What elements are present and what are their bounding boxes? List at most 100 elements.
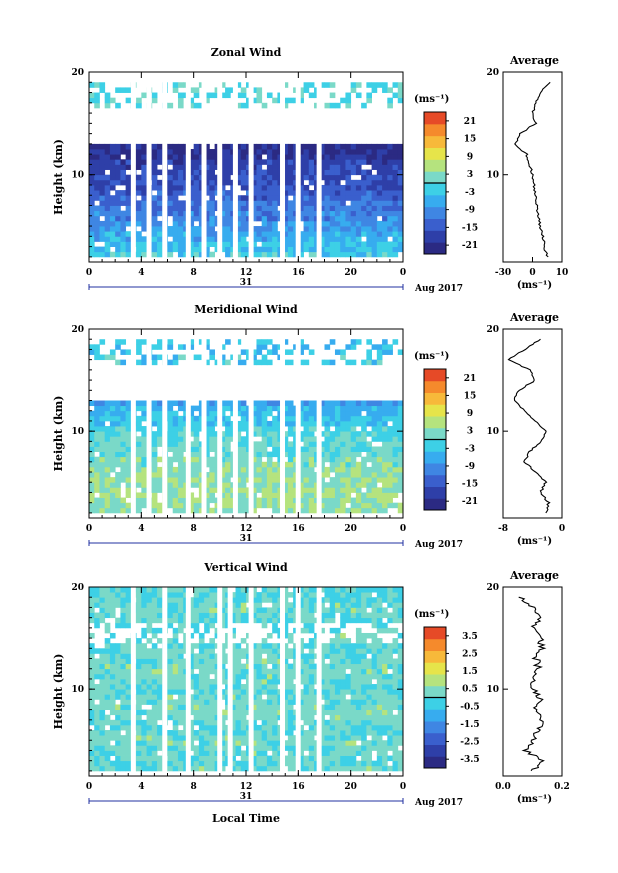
heatmap-cell — [235, 730, 242, 736]
heatmap-cell — [261, 226, 268, 232]
heatmap-cell — [350, 653, 357, 659]
heatmap-cell — [287, 174, 294, 181]
heatmap-cell — [251, 400, 257, 407]
heatmap-cell — [376, 472, 383, 478]
heatmap-cell — [198, 730, 205, 736]
heatmap-cell — [266, 190, 273, 196]
heatmap-cell — [272, 169, 278, 176]
heatmap-cell — [188, 241, 195, 247]
heatmap-cell — [251, 750, 257, 756]
heatmap-cell — [235, 653, 242, 659]
heatmap-cell — [298, 668, 304, 675]
heatmap-cell — [334, 184, 341, 191]
heatmap-cell — [104, 405, 111, 412]
heatmap-cell — [340, 607, 346, 613]
heatmap-cell — [198, 643, 205, 649]
heatmap-cell — [167, 668, 174, 675]
heatmap-cell — [188, 215, 195, 222]
heatmap-cell — [209, 92, 215, 99]
heatmap-cell — [188, 477, 195, 483]
heatmap-cell — [141, 215, 147, 222]
heatmap-cell — [261, 169, 268, 176]
heatmap-cell — [120, 648, 127, 654]
heatmap-cell — [397, 643, 404, 649]
heatmap-cell — [298, 149, 304, 155]
heatmap-cell — [261, 420, 268, 427]
heatmap-cell — [225, 339, 231, 345]
heatmap-cell — [104, 456, 111, 463]
heatmap-cell — [397, 668, 404, 675]
heatmap-cell — [251, 169, 257, 176]
heatmap-cell — [298, 740, 304, 746]
heatmap-cell — [177, 627, 184, 634]
heatmap-cell — [109, 643, 116, 649]
heatmap-cell — [167, 456, 174, 463]
heatmap-cell — [167, 477, 174, 483]
colorbar-segment — [424, 627, 446, 640]
heatmap-cell — [141, 466, 147, 473]
heatmap-cell — [172, 750, 179, 756]
heatmap-cell — [308, 82, 315, 88]
heatmap-cell — [240, 719, 247, 726]
heatmap-cell — [387, 159, 393, 165]
heatmap-cell — [287, 507, 294, 514]
heatmap-cell — [157, 184, 163, 191]
heatmap-cell — [345, 492, 352, 498]
heatmap-cell — [376, 668, 383, 675]
heatmap-cell — [392, 241, 399, 247]
heatmap-cell — [204, 231, 210, 237]
heatmap-cell — [151, 179, 158, 186]
heatmap-cell — [355, 339, 362, 345]
heatmap-cell — [329, 477, 336, 483]
heatmap-cell — [282, 587, 289, 593]
heatmap-cell — [125, 477, 132, 483]
heatmap-cell — [99, 415, 106, 422]
heatmap-cell — [345, 410, 352, 417]
heatmap-cell — [240, 154, 247, 160]
heatmap-cell — [120, 653, 127, 659]
heatmap-cell — [99, 400, 106, 407]
heatmap-cell — [287, 159, 294, 165]
heatmap-cell — [387, 97, 393, 104]
heatmap-cell — [298, 200, 304, 206]
heatmap-cell — [287, 760, 294, 767]
heatmap-cell — [261, 477, 268, 483]
heatmap-cell — [172, 184, 179, 191]
heatmap-cell — [141, 200, 147, 206]
heatmap-cell — [125, 451, 132, 458]
heatmap-cell — [188, 420, 195, 427]
heatmap-cell — [261, 339, 268, 345]
heatmap-cell — [272, 765, 278, 772]
heatmap-cell — [371, 684, 378, 690]
heatmap-cell — [157, 426, 163, 432]
heatmap-cell — [308, 592, 315, 598]
heatmap-cell — [99, 673, 106, 680]
heatmap-cell — [104, 704, 111, 710]
heatmap-cell — [272, 755, 278, 762]
heatmap-cell — [282, 597, 289, 603]
heatmap-cell — [371, 231, 378, 237]
heatmap-cell — [209, 617, 215, 624]
heatmap-cell — [125, 689, 132, 695]
heatmap-cell — [366, 215, 372, 222]
heatmap-cell — [219, 410, 226, 417]
heatmap-cell — [387, 210, 393, 217]
heatmap-cell — [334, 169, 341, 176]
heatmap-cell — [167, 179, 174, 186]
heatmap-cell — [177, 643, 184, 649]
colorbar-tick-label: -9 — [465, 206, 475, 216]
heatmap-cell — [366, 97, 372, 104]
heatmap-cell — [308, 612, 315, 619]
heatmap-cell — [115, 668, 121, 675]
heatmap-cell — [266, 436, 273, 442]
heatmap-cell — [392, 82, 399, 88]
heatmap-cell — [303, 607, 310, 613]
heatmap-cell — [235, 507, 242, 514]
heatmap-cell — [324, 740, 331, 746]
heatmap-cell — [266, 730, 273, 736]
heatmap-cell — [272, 226, 278, 232]
heatmap-cell — [204, 241, 210, 247]
heatmap-cell — [397, 663, 404, 670]
heatmap-cell — [392, 466, 399, 473]
